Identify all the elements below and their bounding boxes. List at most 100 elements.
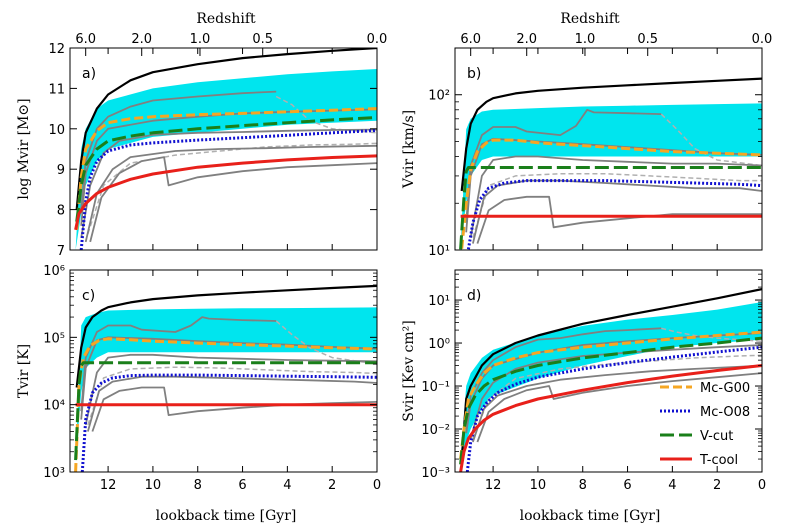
- series-track-7: [660, 113, 762, 167]
- x-tick-label: 0: [758, 478, 766, 493]
- series-track-7: [661, 327, 762, 343]
- plot-area: [74, 48, 377, 250]
- series-mc-o08: [80, 373, 377, 472]
- x-axis-label-right: lookback time [Gyr]: [520, 508, 661, 524]
- x-tick-label: 12: [485, 478, 502, 493]
- legend-label: V-cut: [700, 429, 733, 444]
- series-mc-g00: [75, 107, 377, 230]
- panel-label: a): [82, 66, 96, 82]
- legend-label: Mc-O08: [700, 405, 750, 420]
- y-axis-label: Tvir [K]: [16, 344, 32, 398]
- x-tick-label: 2: [328, 478, 336, 493]
- panel-label: b): [467, 66, 481, 82]
- redshift-tick-label: 6.0: [75, 32, 96, 47]
- series-mc-g00: [459, 330, 762, 460]
- panel-1: 6.0 2.0 1.0 0.5 0.0 7 8 9 10 11 12 a) log Mvir [M⊙]: [16, 32, 387, 259]
- series-track-1: [80, 90, 277, 210]
- panel-label: d): [467, 288, 481, 304]
- redshift-tick-label: 2.0: [516, 32, 537, 47]
- series-track-4: [87, 375, 377, 432]
- series-t-cool: [74, 154, 377, 231]
- panel-4: 0 2 4 6 8 10 12 10⁻³ 10⁻² 10⁻¹ 10⁰ 10¹ d) Svir [Kev c…: [401, 269, 766, 493]
- axes-frame: [69, 269, 378, 473]
- series-total: [460, 288, 762, 460]
- y-axis-label: Svir [Kev cm²]: [401, 320, 417, 422]
- y-axis-label: Vvir [km/s]: [401, 110, 417, 189]
- series-track-3: [80, 128, 377, 239]
- series-track-3: [84, 353, 377, 426]
- series-track-5: [91, 386, 377, 432]
- y-tick-label: 10⁻²: [421, 423, 450, 438]
- panel-label: c): [82, 288, 95, 304]
- series-total: [75, 284, 377, 388]
- plot-area: [459, 288, 762, 472]
- series-track-2: [80, 336, 377, 420]
- plot-area: [459, 77, 762, 250]
- legend: Mc-G00 Mc-O08 V-cut T-cool: [660, 381, 750, 468]
- series-track-6: [472, 172, 762, 238]
- series-t-cool: [459, 364, 762, 472]
- redshift-tick-label: 6.0: [460, 32, 481, 47]
- series-track-1: [465, 108, 662, 223]
- x-tick-label: 6: [623, 478, 631, 493]
- series-track-5: [476, 372, 762, 443]
- series-mc-o08: [466, 179, 762, 250]
- x-tick-label: 6: [238, 478, 246, 493]
- series-track-7: [275, 320, 377, 365]
- y-axis-label: log Mvir [M⊙]: [16, 98, 32, 199]
- redshift-tick-label: 1.0: [575, 32, 596, 47]
- y-tick-label: 10³: [43, 466, 65, 481]
- y-tick-label: 10¹: [428, 244, 450, 259]
- y-tick-label: 10⁻¹: [421, 380, 450, 395]
- hull-band: [75, 69, 377, 250]
- series-v-cut: [75, 116, 377, 222]
- hull-band: [75, 307, 377, 461]
- series-track-5: [476, 195, 762, 244]
- x-axis-label-left: lookback time [Gyr]: [156, 508, 297, 524]
- x-tick-label: 0: [373, 478, 381, 493]
- y-tick-label: 9: [57, 163, 65, 178]
- redshift-tick-label: 0.5: [252, 32, 273, 47]
- y-tick-label: 10: [48, 123, 65, 138]
- series-track-4: [472, 179, 762, 244]
- x-tick-label: 2: [713, 478, 721, 493]
- y-tick-label: 12: [48, 42, 65, 57]
- redshift-tick-label: 0.0: [752, 32, 773, 47]
- redshift-tick-label: 0.0: [367, 32, 388, 47]
- y-tick-label: 10⁶: [43, 264, 65, 279]
- series-v-cut: [459, 336, 762, 465]
- series-mc-o08: [79, 128, 377, 250]
- redshift-tick-label: 1.0: [190, 32, 211, 47]
- y-tick-label: 10⁴: [43, 399, 65, 414]
- series-track-6: [87, 366, 377, 426]
- series-track-5: [89, 156, 377, 243]
- series-track-4: [84, 144, 377, 243]
- hull-band: [460, 302, 762, 460]
- axes-frame: [454, 47, 763, 251]
- series-mc-g00: [460, 138, 762, 249]
- x-tick-label: 10: [145, 478, 162, 493]
- series-track-1: [80, 316, 277, 412]
- series-track-3: [469, 344, 762, 439]
- legend-label: Mc-G00: [700, 381, 750, 396]
- legend-label: T-cool: [699, 453, 738, 468]
- series-track-4: [472, 364, 762, 443]
- plot-area: [74, 284, 377, 472]
- x-tick-label: 10: [530, 478, 547, 493]
- x-tick-label: 8: [579, 478, 587, 493]
- series-total: [460, 77, 762, 192]
- x-tick-label: 12: [100, 478, 117, 493]
- axes-frame: [454, 269, 763, 473]
- panel-3: 0 2 4 6 8 10 12 10³ 10⁴ 10⁵ 10⁶ c) Tvir [K]: [16, 264, 381, 493]
- y-tick-label: 10¹: [428, 294, 450, 309]
- series-v-cut: [459, 166, 762, 250]
- x-tick-label: 4: [283, 478, 291, 493]
- y-tick-label: 10⁻³: [421, 466, 450, 481]
- top-axis-title-left: Redshift: [196, 11, 256, 27]
- x-tick-label: 8: [194, 478, 202, 493]
- y-tick-label: 10²: [428, 89, 450, 104]
- y-tick-label: 7: [57, 244, 65, 259]
- redshift-tick-label: 2.0: [131, 32, 152, 47]
- top-axis-title-right: Redshift: [560, 11, 620, 27]
